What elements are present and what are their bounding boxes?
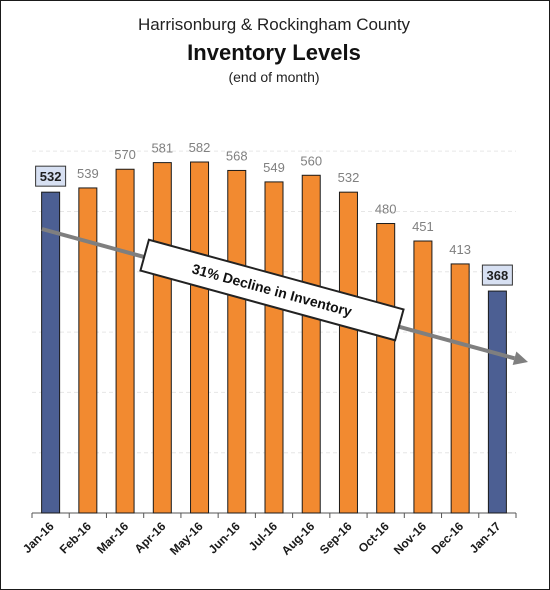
x-tick-label: Sep-16 bbox=[317, 519, 355, 557]
data-label: 368 bbox=[487, 268, 509, 283]
x-tick-label: Jul-16 bbox=[246, 519, 281, 554]
bar-mar-16 bbox=[115, 168, 135, 514]
bar-oct-16 bbox=[376, 223, 396, 514]
decline-arrow-head bbox=[512, 351, 528, 366]
data-label: 532 bbox=[40, 169, 62, 184]
data-label: 413 bbox=[449, 242, 471, 257]
annotation-box bbox=[139, 238, 405, 342]
chart-subtitle-top: Harrisonburg & Rockingham County bbox=[137, 15, 411, 34]
x-tick-label: Aug-16 bbox=[279, 519, 318, 558]
x-tick-label: Nov-16 bbox=[391, 519, 429, 557]
bar-jan-16 bbox=[41, 191, 61, 514]
x-tick-label: Mar-16 bbox=[94, 519, 131, 556]
bar-jan-17 bbox=[487, 290, 507, 514]
data-label-box bbox=[35, 165, 67, 187]
data-label-box bbox=[481, 264, 513, 286]
x-tick-label: May-16 bbox=[167, 519, 206, 558]
x-tick-label: Dec-16 bbox=[429, 519, 467, 557]
x-tick-label: Jan-17 bbox=[467, 519, 504, 556]
bar-apr-16 bbox=[152, 162, 172, 514]
data-label: 568 bbox=[226, 148, 248, 163]
bar-dec-16 bbox=[450, 263, 470, 514]
data-label: 549 bbox=[263, 160, 285, 175]
x-tick-label: Oct-16 bbox=[355, 519, 392, 556]
data-label: 532 bbox=[338, 170, 360, 185]
data-label: 560 bbox=[300, 153, 322, 168]
x-tick-label: Apr-16 bbox=[132, 519, 169, 556]
bar-jun-16 bbox=[227, 169, 247, 514]
chart-title: Inventory Levels bbox=[187, 40, 361, 65]
x-tick-label: Jan-16 bbox=[20, 519, 57, 556]
data-label: 570 bbox=[114, 147, 136, 162]
data-label: 582 bbox=[189, 140, 211, 155]
bar-jul-16 bbox=[264, 181, 284, 514]
bar-feb-16 bbox=[78, 187, 98, 514]
bar-sep-16 bbox=[338, 191, 358, 514]
bar-aug-16 bbox=[301, 174, 321, 514]
chart-subtitle-bottom: (end of month) bbox=[228, 69, 320, 85]
data-label: 581 bbox=[151, 141, 173, 156]
bar-nov-16 bbox=[413, 240, 433, 514]
data-label: 539 bbox=[77, 166, 99, 181]
bar-may-16 bbox=[190, 161, 210, 514]
data-label: 480 bbox=[375, 202, 397, 217]
x-tick-label: Jun-16 bbox=[206, 519, 243, 556]
data-label: 451 bbox=[412, 219, 434, 234]
x-tick-label: Feb-16 bbox=[57, 519, 94, 556]
